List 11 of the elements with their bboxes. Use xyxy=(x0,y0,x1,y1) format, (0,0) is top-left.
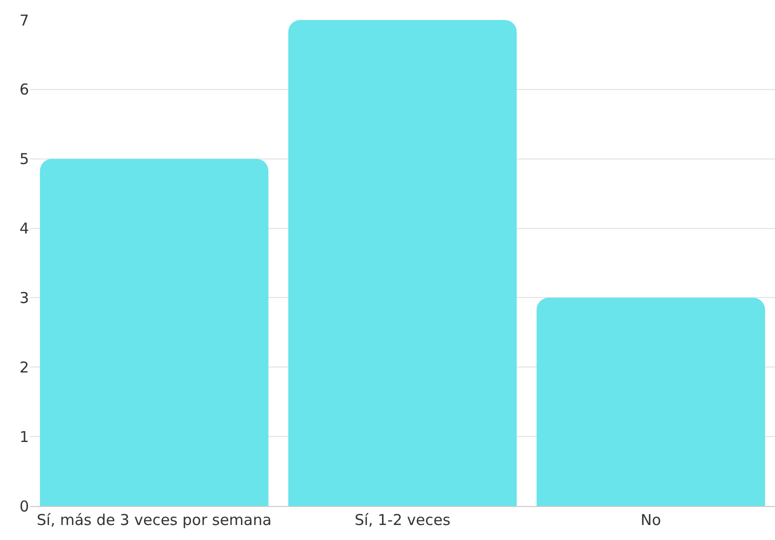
x-tick-label: No xyxy=(640,511,662,529)
y-tick-label: 6 xyxy=(19,80,29,99)
y-tick-label: 1 xyxy=(19,428,29,446)
y-tick-label: 0 xyxy=(19,497,29,516)
y-tick-label: 7 xyxy=(19,11,29,30)
x-tick-label: Sí, más de 3 veces por semana xyxy=(36,511,272,529)
x-tick-label: Sí, 1-2 veces xyxy=(354,511,451,529)
y-tick-label: 2 xyxy=(19,358,29,376)
y-tick-label: 3 xyxy=(19,288,29,307)
y-tick-label: 4 xyxy=(19,220,29,238)
y-tick-label: 5 xyxy=(19,150,29,168)
